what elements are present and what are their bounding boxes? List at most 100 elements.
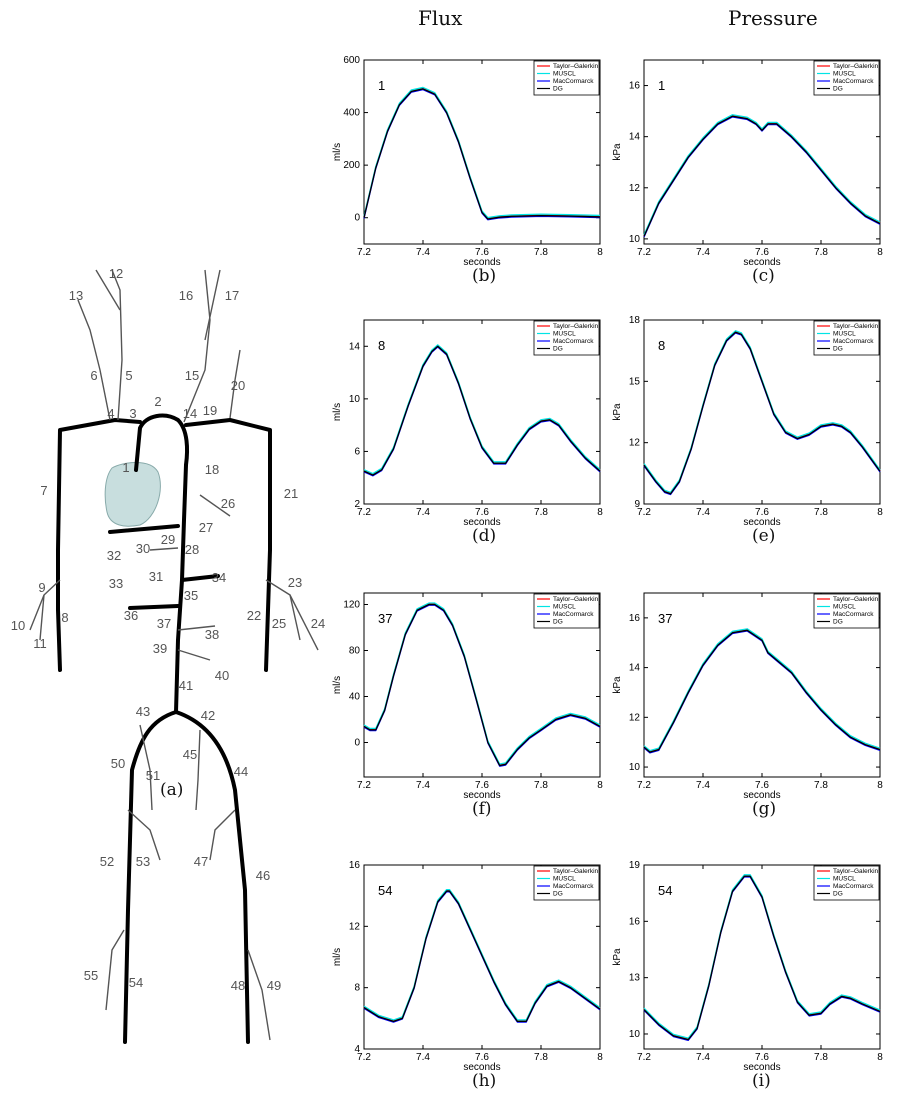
segment-label: 11 bbox=[33, 636, 47, 651]
y-tick-label: 80 bbox=[349, 646, 361, 657]
legend-label: MacCormarck bbox=[553, 78, 594, 85]
y-tick-label: 2 bbox=[354, 499, 360, 510]
y-axis-label: kPa bbox=[612, 143, 623, 161]
segment-label: 12 bbox=[109, 266, 123, 281]
chart-b: 7.2 7.4 7.6 7.8 8 0 200 400 600 seconds ml/s 1 Taylo… bbox=[332, 55, 603, 268]
segment-label: 13 bbox=[69, 288, 83, 303]
segment-label: 26 bbox=[221, 496, 235, 511]
x-tick-label: 7.6 bbox=[755, 1052, 769, 1063]
x-tick-label: 7.6 bbox=[755, 247, 769, 258]
legend-label: DG bbox=[553, 346, 563, 353]
segment-label: 22 bbox=[247, 608, 261, 623]
x-tick-label: 7.4 bbox=[696, 507, 710, 518]
segment-label: 53 bbox=[136, 854, 150, 869]
segment-label: 37 bbox=[157, 616, 171, 631]
segment-label: 16 bbox=[179, 288, 193, 303]
x-tick-label: 7.8 bbox=[534, 1052, 548, 1063]
legend-label: DG bbox=[833, 619, 843, 626]
legend-box bbox=[533, 865, 600, 901]
x-axis-label: seconds bbox=[743, 257, 780, 268]
segment-label: 45 bbox=[183, 747, 197, 762]
right-iliac-leg bbox=[123, 710, 178, 1044]
segment-label: 8 bbox=[61, 610, 68, 625]
x-tick-label: 7.4 bbox=[416, 1052, 430, 1063]
caption-g: (g) bbox=[752, 799, 777, 819]
segment-label: 7 bbox=[40, 483, 47, 498]
segment-label: 36 bbox=[124, 608, 138, 623]
x-tick-label: 7.4 bbox=[416, 247, 430, 258]
x-tick-label: 7.4 bbox=[696, 1052, 710, 1063]
caption-c: (c) bbox=[752, 266, 775, 286]
x-tick-label: 8 bbox=[597, 780, 603, 791]
x-tick-label: 7.2 bbox=[637, 780, 651, 791]
y-tick-label: 14 bbox=[349, 341, 361, 352]
segment-label: 40 bbox=[215, 668, 229, 683]
column-header-flux: Flux bbox=[418, 6, 463, 30]
legend-box bbox=[533, 593, 600, 629]
x-tick-label: 7.6 bbox=[475, 247, 489, 258]
y-tick-label: 16 bbox=[349, 860, 361, 871]
aortic-arch bbox=[134, 413, 189, 472]
x-tick-label: 8 bbox=[877, 1052, 883, 1063]
y-tick-label: 10 bbox=[629, 234, 641, 245]
legend-label: DG bbox=[833, 86, 843, 93]
segment-label: 32 bbox=[107, 548, 121, 563]
x-tick-label: 7.8 bbox=[814, 1052, 828, 1063]
chart-d: 7.2 7.4 7.6 7.8 8 2 6 10 14 seconds ml/s 8 Taylor–Ga… bbox=[332, 319, 603, 528]
x-tick-label: 7.6 bbox=[475, 780, 489, 791]
series-line-dg bbox=[643, 629, 881, 753]
segment-label: 42 bbox=[201, 708, 215, 723]
series-line-dg bbox=[363, 890, 601, 1023]
y-tick-label: 120 bbox=[343, 600, 360, 611]
x-axis-label: seconds bbox=[463, 257, 500, 268]
x-tick-label: 8 bbox=[877, 247, 883, 258]
x-tick-label: 7.4 bbox=[416, 780, 430, 791]
legend-label: Taylor–Galerkin bbox=[833, 63, 879, 70]
segment-label: 19 bbox=[203, 403, 217, 418]
x-tick-label: 8 bbox=[877, 780, 883, 791]
segment-label: 29 bbox=[161, 532, 175, 547]
x-axis-label: seconds bbox=[743, 1062, 780, 1073]
panel-segment-label: 8 bbox=[378, 338, 385, 353]
series-line-dg bbox=[643, 115, 881, 237]
segment-label: 28 bbox=[185, 542, 199, 557]
x-tick-label: 8 bbox=[597, 1052, 603, 1063]
legend-label: MUSCL bbox=[833, 604, 856, 611]
segment-label: 52 bbox=[100, 854, 114, 869]
y-tick-label: 0 bbox=[354, 213, 360, 224]
y-axis-label: kPa bbox=[612, 676, 623, 694]
segment-label: 48 bbox=[231, 978, 245, 993]
chart-c: 7.2 7.4 7.6 7.8 8 10 12 14 16 seconds kPa 1 Taylor–G… bbox=[612, 59, 883, 268]
segment-label: 50 bbox=[111, 756, 125, 771]
segment-label: 9 bbox=[38, 580, 45, 595]
segment-label: 14 bbox=[183, 406, 197, 421]
x-axis-label: seconds bbox=[463, 1062, 500, 1073]
segment-label: 44 bbox=[234, 764, 248, 779]
y-tick-label: 13 bbox=[629, 973, 641, 984]
x-tick-label: 7.8 bbox=[534, 247, 548, 258]
x-tick-label: 7.8 bbox=[814, 780, 828, 791]
legend-label: DG bbox=[833, 346, 843, 353]
y-tick-label: 9 bbox=[634, 499, 640, 510]
segment-label: 21 bbox=[284, 486, 298, 501]
y-tick-label: 40 bbox=[349, 692, 361, 703]
x-axis-label: seconds bbox=[743, 790, 780, 801]
y-tick-label: 10 bbox=[629, 762, 641, 773]
segment-label: 38 bbox=[205, 627, 219, 642]
chart-e: 7.2 7.4 7.6 7.8 8 9 12 15 18 seconds kPa 8 Taylor–Ga… bbox=[612, 315, 883, 528]
panel-segment-label: 54 bbox=[378, 883, 392, 898]
legend-box bbox=[533, 320, 600, 356]
y-tick-label: 4 bbox=[354, 1044, 360, 1055]
legend-label: MacCormarck bbox=[833, 883, 874, 890]
segment-label: 34 bbox=[212, 570, 226, 585]
series-line-dg bbox=[363, 345, 601, 476]
series-line-muscl bbox=[643, 874, 881, 1039]
legend-label: MacCormarck bbox=[833, 338, 874, 345]
chart-f: 7.2 7.4 7.6 7.8 804080120secondsml/s37Taylor… bbox=[332, 592, 603, 801]
y-tick-label: 14 bbox=[629, 132, 641, 143]
x-tick-label: 7.6 bbox=[755, 780, 769, 791]
legend-label: MacCormarck bbox=[553, 338, 594, 345]
